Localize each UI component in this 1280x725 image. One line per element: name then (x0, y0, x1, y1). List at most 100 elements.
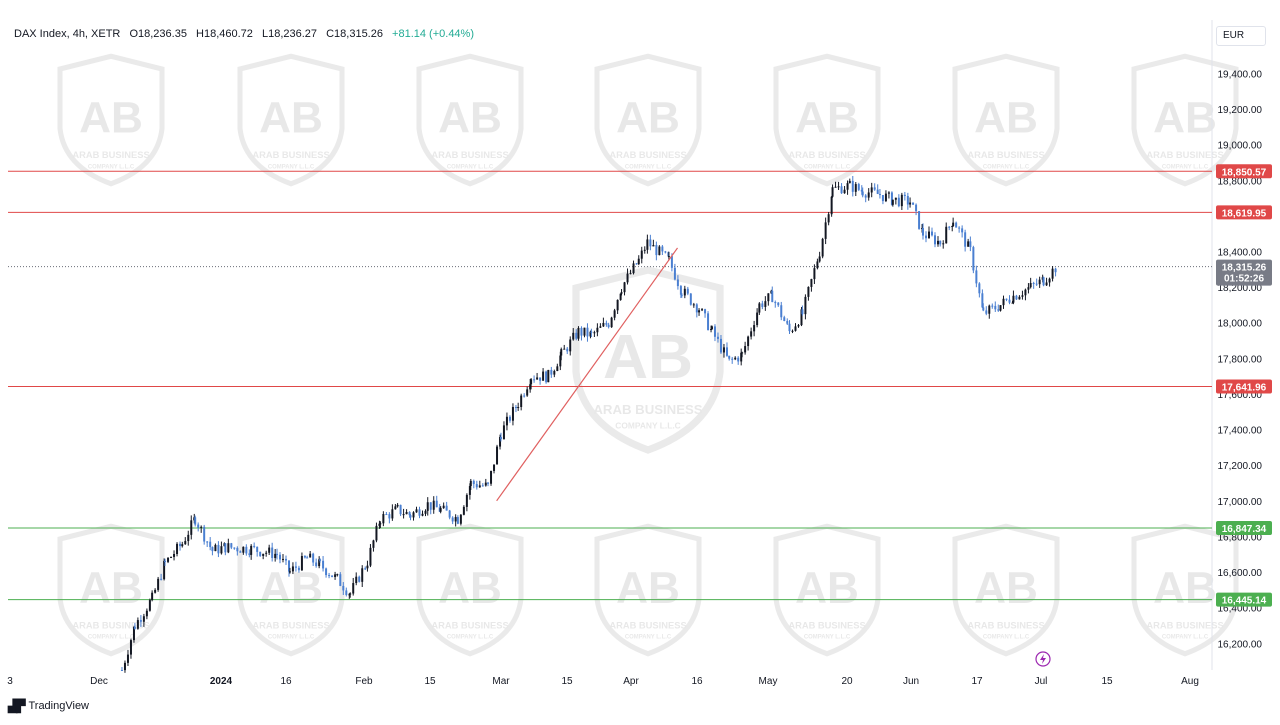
candle-body-66 (303, 556, 306, 558)
candle-body-187 (635, 263, 638, 265)
candle-body-48 (253, 545, 256, 547)
candle-body-317 (991, 305, 994, 307)
candle-body-222 (731, 358, 734, 360)
watermark-line1: ARAB BUSINESS (788, 620, 865, 630)
candle-body-20 (176, 543, 179, 555)
candle-body-33 (211, 547, 214, 552)
candle-body-213 (707, 313, 710, 330)
candle-body-174 (599, 326, 602, 328)
candle-body-255 (821, 238, 824, 257)
y-tick-label-1: 19,400.00 (1218, 69, 1263, 80)
y-tick-label-10: 17,400.00 (1218, 426, 1263, 437)
candle-body-312 (978, 283, 981, 294)
candle-body-138 (499, 436, 502, 440)
candle-body-235 (767, 293, 770, 302)
last-price-bg (1216, 259, 1272, 286)
candle-body-131 (481, 485, 484, 487)
x-tick-label-15: 15 (1101, 676, 1113, 687)
candle-body-205 (683, 288, 686, 296)
candle-body-180 (616, 299, 619, 311)
candle-body-269 (860, 189, 863, 192)
candle-body-290 (918, 211, 921, 229)
watermark-line2: COMPANY L.L.C (447, 164, 494, 170)
candle-body-214 (710, 329, 713, 331)
candle-body-87 (361, 568, 364, 582)
candle-body-109 (421, 513, 424, 516)
watermark-crest-6: AB ARAB BUSINESS COMPANY L.L.C (594, 53, 702, 187)
candle-body-51 (262, 553, 265, 556)
candle-body-280 (890, 192, 893, 205)
candle-body-114 (435, 500, 438, 508)
candle-body-221 (728, 355, 731, 359)
y-tick-label-3: 19,000.00 (1218, 141, 1263, 152)
currency-button[interactable]: EUR (1216, 26, 1266, 46)
candle-body-249 (804, 296, 807, 315)
y-tick-label-11: 17,200.00 (1218, 461, 1263, 472)
watermark-layer: AB ARAB BUSINESS COMPANY L.L.C AB ARAB BUSIN… (57, 53, 1239, 657)
candle-body-302 (951, 226, 954, 228)
candle-body-189 (640, 250, 643, 259)
candle-body-237 (771, 290, 774, 303)
candle-body-117 (442, 505, 445, 509)
crest-shield-shape (237, 523, 345, 657)
candle-body-136 (496, 446, 499, 465)
candle-body-154 (545, 371, 548, 383)
candle-body-325 (1012, 295, 1015, 303)
candle-body-172 (593, 332, 596, 334)
candle-body-220 (725, 347, 728, 356)
candle-body-67 (306, 557, 309, 559)
tradingview-logo[interactable]: ▟▛ TradingView (8, 699, 89, 713)
candle-body-301 (948, 226, 951, 228)
candle-body-35 (217, 544, 220, 554)
x-tick-label-11: 20 (841, 676, 853, 687)
watermark-line1: ARAB BUSINESS (1146, 150, 1223, 160)
candle-body-212 (704, 309, 707, 314)
watermark-line1: ARAB BUSINESS (252, 620, 329, 630)
candle-body-279 (887, 192, 890, 194)
candle-body-225 (740, 352, 743, 362)
candle-body-191 (646, 239, 649, 250)
candle-body-81 (345, 590, 348, 595)
watermark-line2: COMPANY L.L.C (268, 634, 315, 640)
x-tick-label-6: Mar (492, 676, 510, 687)
candle-body-265 (848, 180, 851, 184)
candle-body-162 (566, 348, 569, 352)
candle-body-98 (391, 509, 394, 519)
candle-body-329 (1024, 289, 1027, 296)
candle-body-16 (164, 560, 167, 562)
candle-body-9 (145, 610, 148, 617)
candle-body-127 (469, 480, 472, 487)
candle-body-57 (279, 554, 282, 560)
watermark-line1: ARAB BUSINESS (609, 620, 686, 630)
candle-body-274 (873, 187, 876, 190)
candle-body-197 (664, 251, 667, 253)
candle-body-54 (271, 547, 274, 558)
trendline-layer (496, 247, 679, 502)
candle-body-151 (536, 377, 539, 380)
candle-body-210 (698, 310, 701, 313)
y-tick-label-4: 18,800.00 (1218, 176, 1263, 187)
candle-body-60 (288, 560, 291, 572)
candle-body-159 (559, 355, 562, 367)
ohlc-open: O18,236.35 (129, 28, 187, 40)
candle-body-336 (1042, 277, 1045, 286)
crest-shield-shape (594, 53, 702, 187)
candle-body-286 (906, 196, 909, 205)
x-tick-label-3: 16 (280, 676, 292, 687)
candle-body-139 (502, 425, 505, 440)
candle-body-52 (265, 552, 268, 554)
candle-body-289 (915, 204, 918, 212)
candle-body-164 (572, 332, 575, 340)
crest-monogram: AB (79, 94, 143, 143)
crest-monogram: AB (259, 564, 323, 613)
candle-body-339 (1051, 268, 1054, 279)
x-tick-label-1: Dec (90, 676, 108, 687)
candle-body-211 (701, 309, 704, 311)
candle-body-107 (415, 509, 418, 513)
candle-body-71 (318, 559, 321, 567)
watermark-line2: COMPANY L.L.C (268, 164, 315, 170)
candle-body-241 (783, 317, 786, 321)
lightning-icon[interactable] (1035, 651, 1051, 667)
